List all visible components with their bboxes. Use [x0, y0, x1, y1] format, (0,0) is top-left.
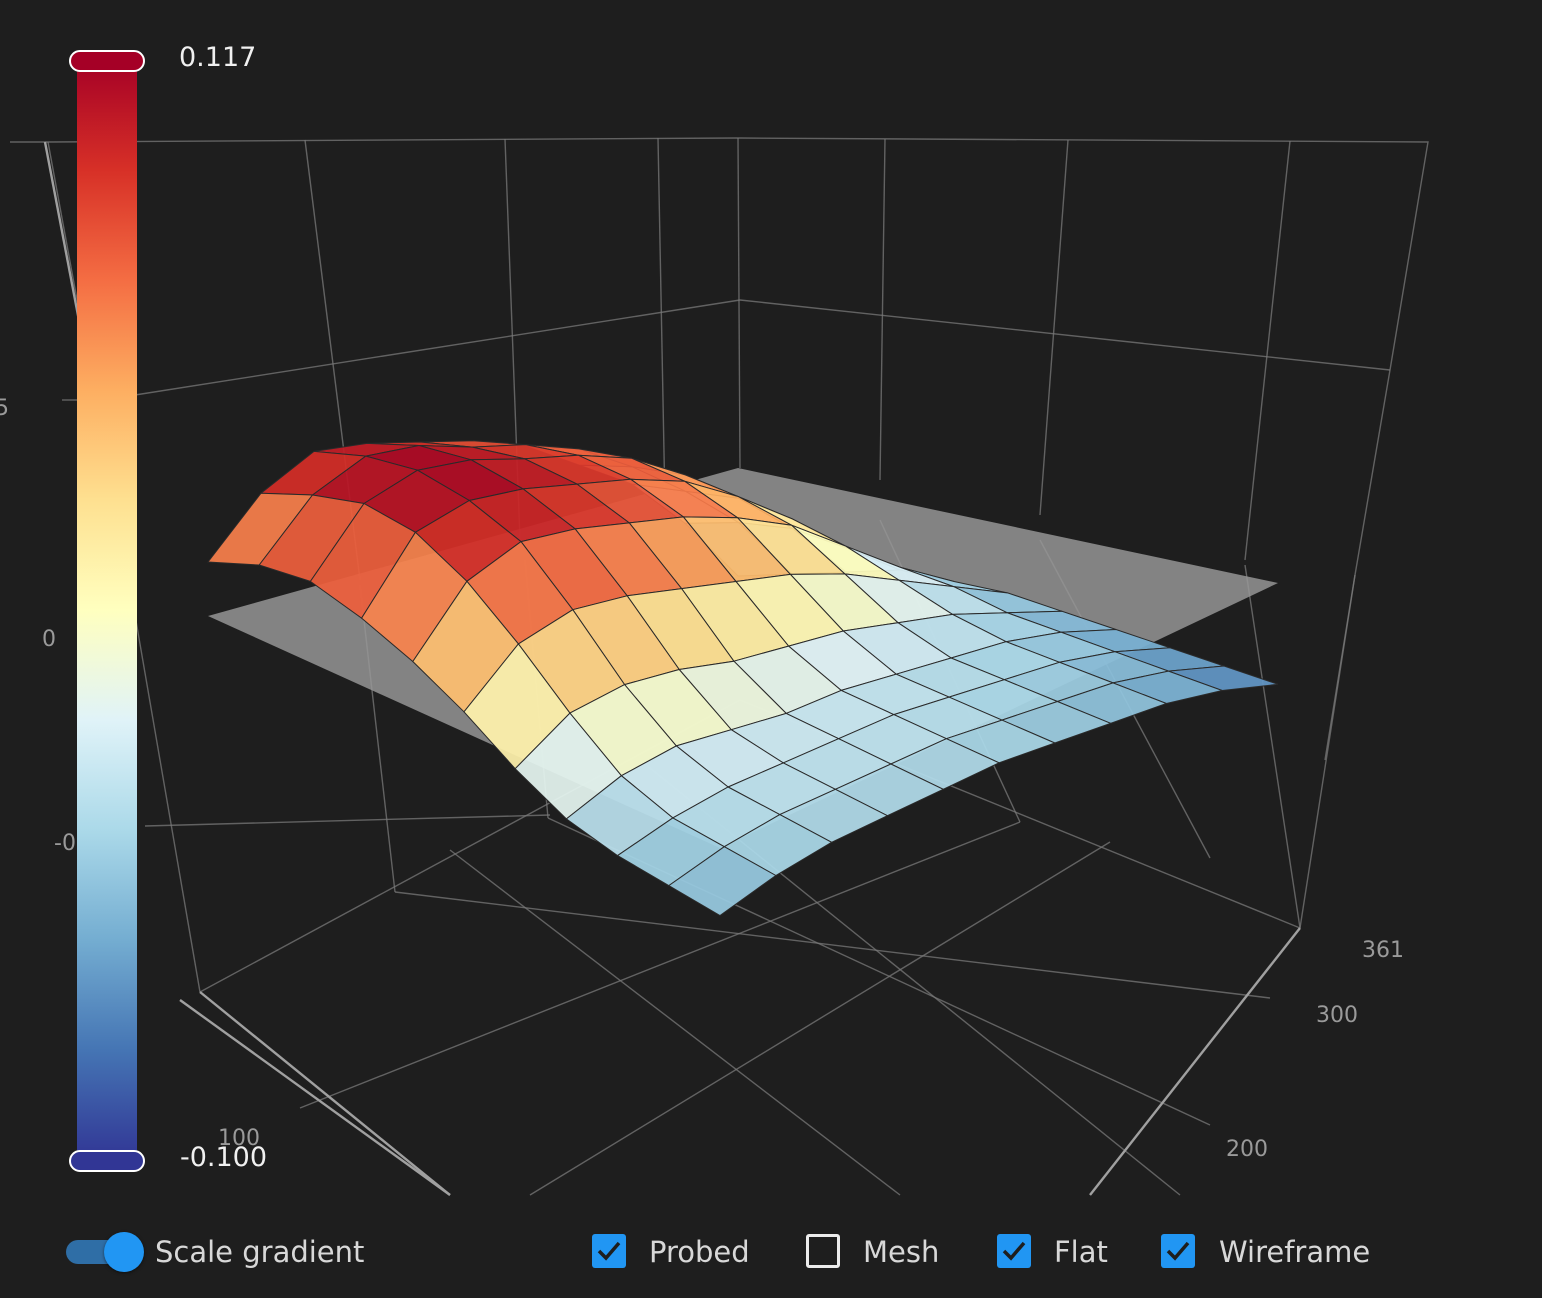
surface-plot[interactable]: 5 0 -0 100 361 300 200 [0, 0, 1542, 1200]
y-ticks: 361 300 200 [1226, 938, 1404, 1162]
z-tick-label: 5 [0, 396, 9, 421]
mesh-checkbox[interactable] [806, 1234, 840, 1268]
check-icon [597, 1241, 621, 1261]
view-controls: Scale gradient Probed Mesh Flat Wirefram… [0, 1212, 1542, 1292]
colorbar-max-label: 0.117 [179, 42, 257, 73]
x-tick-label: 100 [218, 1126, 260, 1151]
colorbar-min-handle[interactable] [69, 1150, 145, 1172]
probed-label: Probed [649, 1235, 750, 1269]
scale-gradient-toggle[interactable] [66, 1232, 144, 1272]
surface-cell [667, 846, 777, 917]
mesh-label: Mesh [863, 1235, 940, 1269]
x-ticks: 100 [218, 1126, 260, 1151]
z-ticks: 5 0 -0 [0, 396, 76, 856]
toggle-knob [104, 1232, 144, 1272]
wireframe-label: Wireframe [1219, 1235, 1371, 1269]
wireframe-checkbox[interactable] [1161, 1234, 1195, 1268]
check-icon [1002, 1241, 1026, 1261]
colorbar-max-handle[interactable] [69, 50, 145, 72]
check-icon [1166, 1241, 1190, 1261]
scale-gradient-label: Scale gradient [155, 1235, 365, 1269]
y-tick-label: 300 [1316, 1003, 1358, 1028]
z-tick-label: 0 [42, 627, 56, 652]
z-tick-label: -0 [54, 831, 76, 856]
y-tick-label: 200 [1226, 1137, 1268, 1162]
colorbar-gradient [77, 60, 137, 1160]
surface-mesh [207, 440, 1279, 917]
probed-checkbox[interactable] [592, 1234, 626, 1268]
colorbar-min-label: -0.100 [180, 1142, 268, 1173]
y-tick-label: 361 [1362, 938, 1404, 963]
flat-label: Flat [1054, 1235, 1108, 1269]
flat-checkbox[interactable] [997, 1234, 1031, 1268]
colorbar[interactable] [69, 50, 145, 1172]
